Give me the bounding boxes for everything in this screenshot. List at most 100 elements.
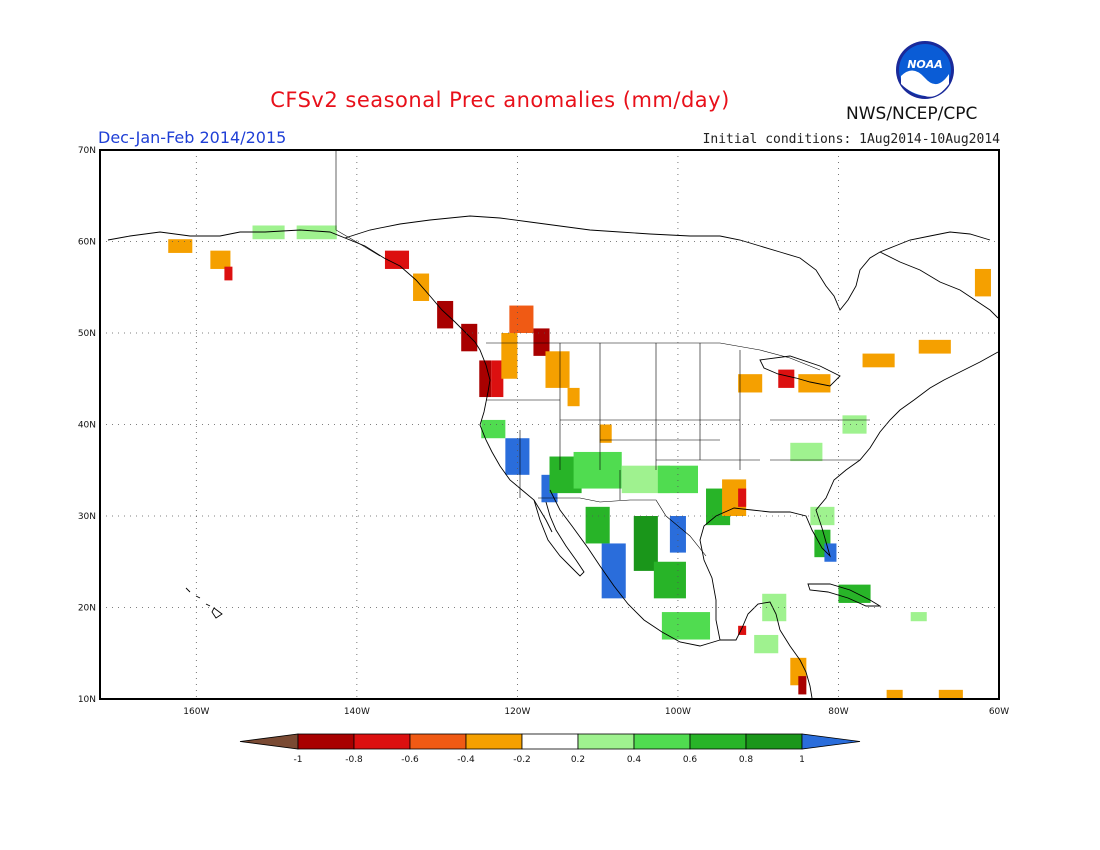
lat-tick-label: 10N xyxy=(78,695,96,705)
anomaly-cell xyxy=(798,676,807,695)
lat-tick-label: 60N xyxy=(78,238,96,248)
agency-label: NWS/NCEP/CPC xyxy=(846,104,978,124)
anomaly-cell xyxy=(862,353,895,368)
anomaly-cell xyxy=(661,612,711,640)
anomaly-cell xyxy=(509,305,534,333)
anomaly-cell xyxy=(653,561,686,599)
anomaly-cell xyxy=(296,225,337,240)
lon-tick-label: 80W xyxy=(828,707,848,717)
hudson-bay xyxy=(719,231,991,311)
alaska-coast xyxy=(107,229,491,403)
central-america xyxy=(779,629,813,699)
colorbar-segment xyxy=(689,733,747,750)
anomaly-cell xyxy=(545,351,570,388)
anomaly-cell xyxy=(838,584,871,603)
anomaly-cell xyxy=(762,593,787,622)
anomaly-cell xyxy=(657,465,698,494)
anomaly-cell xyxy=(573,451,622,489)
arctic-coast xyxy=(344,215,720,239)
anomaly-cell xyxy=(567,387,580,407)
colorbar-legend: -1 -0.8 -0.6 -0.4 -0.2 0.2 0.4 0.6 0.8 1 xyxy=(239,733,861,765)
colorbar-segment xyxy=(577,733,635,750)
anomaly-cell xyxy=(491,360,504,398)
colorbar-high-arrow xyxy=(801,733,861,750)
labrador xyxy=(879,251,999,319)
initial-conditions-label: Initial conditions: 1Aug2014-10Aug2014 xyxy=(702,132,1000,147)
lon-tick-label: 160W xyxy=(183,707,209,717)
colorbar-segment xyxy=(521,733,579,750)
lat-tick-label: 40N xyxy=(78,421,96,431)
anomaly-cell xyxy=(738,625,747,635)
anomaly-cell xyxy=(533,328,550,356)
anomaly-cell xyxy=(437,300,454,329)
latitude-tick-labels: 70N 60N 50N 40N 30N 20N 10N xyxy=(78,146,96,705)
lat-tick-label: 50N xyxy=(78,329,96,339)
political-borders xyxy=(335,150,870,557)
anomaly-cell xyxy=(585,506,610,544)
colorbar-low-arrow xyxy=(239,733,299,750)
anomaly-cell xyxy=(384,250,410,269)
colorbar-label: -1 xyxy=(294,755,303,765)
colorbar-label: 1 xyxy=(799,755,805,765)
colorbar-label: 0.4 xyxy=(627,755,642,765)
yucatan xyxy=(720,601,781,641)
anomaly-cell xyxy=(210,250,231,269)
anomaly-cell xyxy=(778,369,795,388)
lon-tick-label: 100W xyxy=(665,707,691,717)
anomaly-cell xyxy=(810,506,835,526)
lat-tick-label: 30N xyxy=(78,512,96,522)
mexico-west-coast xyxy=(549,489,721,647)
lon-tick-label: 60W xyxy=(989,707,1009,717)
lon-tick-label: 140W xyxy=(344,707,370,717)
map-frame xyxy=(99,149,1000,700)
colorbar-label: -0.6 xyxy=(401,755,419,765)
colorbar-label: -0.2 xyxy=(513,755,531,765)
colorbar-label: -0.4 xyxy=(457,755,475,765)
west-coast-usa xyxy=(479,401,553,533)
map-title: CFSv2 seasonal Prec anomalies (mm/day) xyxy=(270,88,730,112)
great-lakes xyxy=(759,355,841,387)
season-label: Dec-Jan-Feb 2014/2015 xyxy=(98,128,287,147)
colorbar-label: 0.8 xyxy=(739,755,754,765)
anomaly-cell xyxy=(974,268,991,297)
anomaly-cell xyxy=(168,239,193,253)
lat-tick-label: 20N xyxy=(78,604,96,614)
anomaly-cell xyxy=(790,442,823,462)
colorbar-segment xyxy=(633,733,691,750)
cuba xyxy=(807,583,882,607)
colorbar-label: -0.8 xyxy=(345,755,363,765)
anomaly-cell xyxy=(910,612,927,622)
longitude-tick-labels: 160W 140W 120W 100W 80W 60W xyxy=(183,707,1009,717)
anomaly-cell xyxy=(886,689,903,699)
anomaly-cell xyxy=(938,689,963,699)
gulf-coast xyxy=(699,351,999,641)
colorbar-label: 0.2 xyxy=(571,755,585,765)
colorbar-label: 0.6 xyxy=(683,755,698,765)
coastlines xyxy=(107,215,999,699)
anomaly-cell xyxy=(461,323,478,352)
colorbar-segment xyxy=(745,733,803,750)
us-mexico-border xyxy=(538,497,707,557)
anomaly-shading xyxy=(168,225,991,699)
colorbar-segment xyxy=(353,733,411,750)
alaska-canada-border xyxy=(335,150,381,257)
hawaii xyxy=(185,587,223,619)
svg-text:NOAA: NOAA xyxy=(907,58,943,71)
lat-tick-label: 70N xyxy=(78,146,96,156)
colorbar-segment xyxy=(409,733,467,750)
anomaly-cell xyxy=(501,333,518,379)
colorbar-segment xyxy=(465,733,523,750)
anomaly-cell xyxy=(413,273,430,301)
anomaly-cell xyxy=(918,339,951,354)
anomaly-cell xyxy=(224,266,233,281)
noaa-logo-icon: NOAA xyxy=(896,41,954,99)
anomaly-cell xyxy=(738,374,763,393)
anomaly-cell xyxy=(738,488,747,507)
anomaly-cell xyxy=(252,225,285,240)
anomaly-cell xyxy=(481,419,506,439)
baja xyxy=(533,499,585,577)
lon-tick-label: 120W xyxy=(504,707,530,717)
anomaly-cell xyxy=(754,634,779,654)
colorbar-segment xyxy=(297,733,355,750)
